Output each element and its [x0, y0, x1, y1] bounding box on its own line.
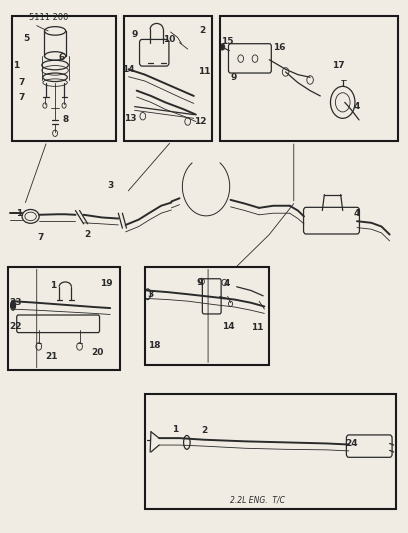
Text: 8: 8	[62, 116, 69, 124]
Text: 24: 24	[346, 439, 358, 448]
Text: 21: 21	[45, 352, 57, 360]
Text: 23: 23	[9, 298, 22, 307]
Bar	[12, 16, 116, 141]
Circle shape	[220, 44, 225, 50]
Bar	[124, 16, 212, 141]
Bar	[220, 16, 398, 141]
Text: 5111 200: 5111 200	[29, 13, 68, 22]
Text: 10: 10	[163, 36, 175, 44]
Text: 7: 7	[38, 233, 44, 241]
Text: 2: 2	[199, 27, 205, 35]
Text: 1: 1	[172, 425, 179, 433]
Text: 16: 16	[273, 44, 286, 52]
Text: 5: 5	[23, 34, 30, 43]
Text: 18: 18	[148, 341, 160, 350]
Text: 14: 14	[122, 65, 135, 74]
Text: 6: 6	[58, 53, 64, 62]
Text: 9: 9	[131, 30, 138, 39]
Text: 15: 15	[222, 37, 234, 46]
Text: 17: 17	[333, 61, 345, 69]
Text: 19: 19	[100, 279, 112, 288]
Text: 2: 2	[201, 426, 207, 435]
Bar	[145, 266, 269, 365]
Text: 4: 4	[354, 209, 360, 217]
Bar	[145, 394, 396, 509]
Text: 13: 13	[124, 114, 137, 123]
Text: 20: 20	[92, 349, 104, 357]
Text: 1: 1	[16, 209, 23, 217]
Text: 22: 22	[9, 322, 22, 330]
Text: 12: 12	[194, 117, 206, 126]
Text: 11: 11	[198, 68, 210, 76]
Text: 1: 1	[13, 61, 20, 69]
Text: 3: 3	[107, 181, 113, 190]
Text: 4: 4	[354, 102, 360, 111]
Text: 4: 4	[223, 279, 230, 288]
Text: 11: 11	[251, 324, 263, 332]
Text: 9: 9	[197, 278, 203, 287]
Text: 9: 9	[230, 73, 237, 82]
Bar	[8, 266, 120, 370]
Text: 2.2L ENG.  T/C: 2.2L ENG. T/C	[230, 496, 284, 504]
Circle shape	[11, 302, 16, 309]
Text: 7: 7	[18, 78, 24, 87]
Text: 7: 7	[18, 93, 24, 101]
Text: 14: 14	[222, 322, 235, 330]
Text: 3: 3	[147, 290, 153, 298]
Text: 2: 2	[84, 230, 91, 239]
Text: 1: 1	[50, 281, 56, 289]
